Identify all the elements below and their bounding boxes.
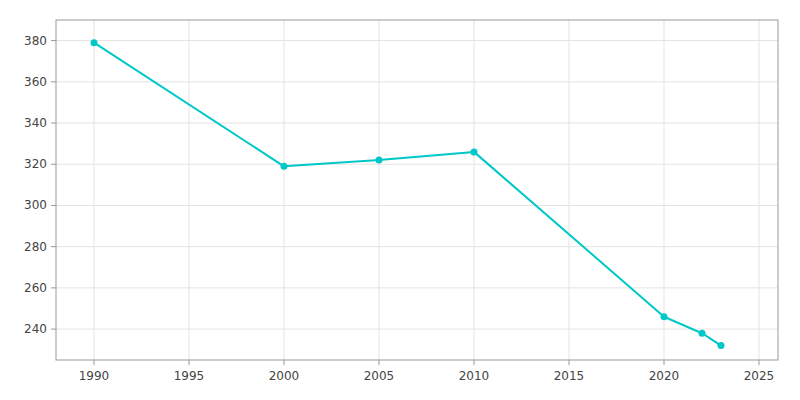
y-grid-line	[56, 287, 778, 288]
y-grid-line	[56, 123, 778, 124]
point	[376, 157, 383, 164]
y-tick-label: 360	[24, 75, 47, 89]
x-tick	[664, 360, 665, 365]
x-tick	[94, 360, 95, 365]
y-tick-label: 240	[24, 322, 47, 336]
line	[94, 43, 721, 346]
x-grid-line	[189, 20, 190, 360]
x-tick-label: 2000	[269, 369, 300, 383]
plot-frame	[56, 20, 778, 360]
grid	[56, 20, 778, 360]
point	[718, 342, 725, 349]
point	[471, 148, 478, 155]
point	[91, 39, 98, 46]
x-tick	[759, 360, 760, 365]
x-grid-line	[759, 20, 760, 360]
x-tick-label: 2010	[459, 369, 490, 383]
y-grid-line	[56, 40, 778, 41]
x-tick-label: 1990	[79, 369, 110, 383]
x-tick-label: 1995	[174, 369, 205, 383]
x-tick	[474, 360, 475, 365]
x-grid-line	[664, 20, 665, 360]
y-tick-label: 380	[24, 34, 47, 48]
x-tick	[284, 360, 285, 365]
y-tick	[51, 246, 56, 247]
axes: 1990 1995 2000 2005 2010 2015 2020 2025 240 260 28…	[24, 34, 774, 383]
data-layer	[91, 39, 725, 349]
point	[699, 330, 706, 337]
chart-container: 1990 1995 2000 2005 2010 2015 2020 2025 240 260 28…	[0, 0, 800, 400]
x-tick	[189, 360, 190, 365]
x-tick	[569, 360, 570, 365]
x-tick-label: 2020	[649, 369, 680, 383]
y-tick	[51, 81, 56, 82]
y-tick-label: 340	[24, 116, 47, 130]
x-tick-label: 2025	[744, 369, 775, 383]
y-grid-line	[56, 329, 778, 330]
x-grid-line	[94, 20, 95, 360]
y-tick-label: 320	[24, 157, 47, 171]
y-tick-label: 300	[24, 198, 47, 212]
y-grid-line	[56, 164, 778, 165]
x-grid-line	[379, 20, 380, 360]
x-grid-line	[474, 20, 475, 360]
x-tick-label: 2005	[364, 369, 395, 383]
y-grid-line	[56, 246, 778, 247]
point	[281, 163, 288, 170]
y-tick	[51, 287, 56, 288]
chart-svg: 1990 1995 2000 2005 2010 2015 2020 2025 240 260 28…	[0, 0, 800, 400]
x-grid-line	[284, 20, 285, 360]
x-tick	[379, 360, 380, 365]
y-tick-label: 280	[24, 240, 47, 254]
y-grid-line	[56, 205, 778, 206]
y-grid-line	[56, 81, 778, 82]
y-tick	[51, 329, 56, 330]
x-tick-label: 2015	[554, 369, 585, 383]
point	[661, 313, 668, 320]
y-tick	[51, 205, 56, 206]
y-tick	[51, 164, 56, 165]
y-tick	[51, 123, 56, 124]
x-grid-line	[569, 20, 570, 360]
y-tick	[51, 40, 56, 41]
y-tick-label: 260	[24, 281, 47, 295]
